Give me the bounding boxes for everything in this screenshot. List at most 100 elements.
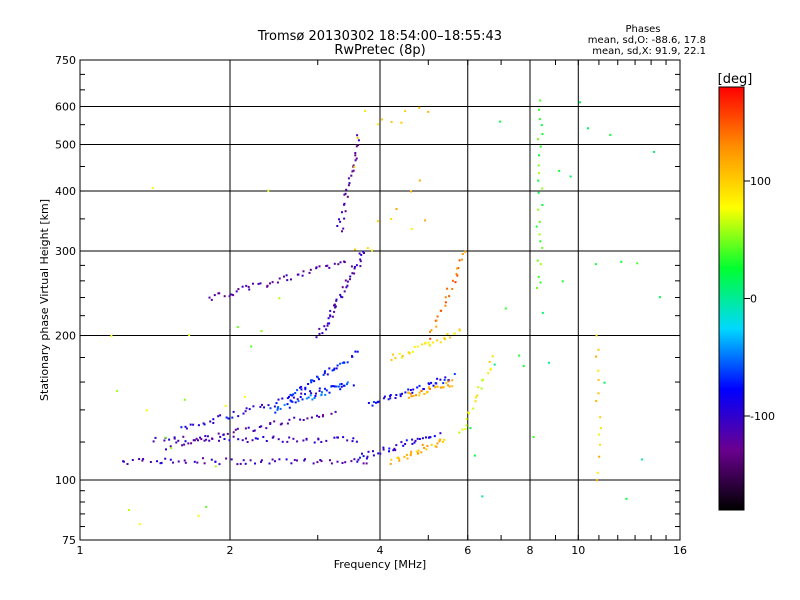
data-point xyxy=(449,336,452,339)
data-point xyxy=(461,428,464,431)
data-point xyxy=(447,380,450,383)
data-point xyxy=(320,441,323,443)
data-point xyxy=(504,307,507,310)
data-point xyxy=(164,457,167,460)
data-point xyxy=(436,442,439,445)
data-point xyxy=(331,315,334,318)
data-point xyxy=(537,164,540,167)
data-point xyxy=(225,416,228,419)
data-point xyxy=(465,424,468,427)
data-point xyxy=(337,263,340,266)
data-point xyxy=(361,452,363,455)
data-point xyxy=(539,263,542,266)
data-point xyxy=(456,274,459,277)
data-point xyxy=(335,385,338,388)
data-point xyxy=(325,265,328,267)
data-point xyxy=(355,157,358,160)
data-point xyxy=(417,449,420,452)
data-point xyxy=(316,461,319,464)
data-point xyxy=(318,332,321,335)
data-point xyxy=(318,415,321,418)
data-point xyxy=(225,457,228,460)
data-point xyxy=(138,458,141,460)
data-point xyxy=(341,361,344,364)
data-point xyxy=(407,388,410,391)
data-point xyxy=(404,391,407,394)
data-point xyxy=(151,186,154,189)
data-point xyxy=(202,422,205,425)
data-point xyxy=(177,460,180,463)
data-point xyxy=(355,264,358,267)
data-point xyxy=(262,436,265,438)
data-point xyxy=(269,282,271,285)
y-tick-label: 200 xyxy=(55,330,76,343)
data-point xyxy=(518,354,521,357)
data-point xyxy=(265,427,268,430)
data-point xyxy=(359,260,362,263)
data-point xyxy=(340,383,343,385)
data-point xyxy=(351,170,354,173)
data-point xyxy=(163,439,166,442)
data-point xyxy=(357,144,360,147)
data-point xyxy=(481,495,484,498)
data-point xyxy=(337,436,339,439)
data-point xyxy=(277,438,280,441)
data-point xyxy=(232,431,235,434)
data-point xyxy=(212,418,215,421)
data-point xyxy=(293,416,296,419)
data-point xyxy=(341,230,343,233)
data-point xyxy=(444,376,447,379)
data-point xyxy=(488,361,491,363)
data-point xyxy=(299,396,302,398)
y-tick-label: 300 xyxy=(55,245,76,258)
data-point xyxy=(344,192,347,195)
data-point xyxy=(354,154,357,157)
data-point xyxy=(414,439,417,442)
data-point xyxy=(376,123,379,126)
data-point xyxy=(222,433,225,436)
data-point xyxy=(537,191,540,194)
data-point xyxy=(328,367,331,370)
data-point xyxy=(409,454,412,457)
data-point xyxy=(241,439,244,442)
data-point xyxy=(388,450,390,453)
chart-title: Tromsø 20130302 18:54:00–18:55:43 xyxy=(257,29,502,44)
data-point xyxy=(306,417,309,420)
data-point xyxy=(181,444,184,447)
data-point xyxy=(412,388,415,391)
data-point xyxy=(224,404,227,407)
data-point xyxy=(364,109,367,112)
data-point xyxy=(421,437,424,440)
data-point xyxy=(394,449,397,452)
data-point xyxy=(404,443,407,445)
data-point xyxy=(321,415,324,418)
data-point xyxy=(260,425,263,428)
data-point xyxy=(285,274,288,277)
data-point xyxy=(409,392,412,395)
data-point xyxy=(273,420,276,423)
data-point xyxy=(536,287,538,289)
data-point xyxy=(183,443,186,446)
data-point xyxy=(293,459,296,461)
y-tick-label: 75 xyxy=(62,534,76,547)
data-point xyxy=(538,154,540,157)
data-point xyxy=(341,286,344,289)
data-point xyxy=(636,262,639,265)
data-point xyxy=(239,462,242,465)
data-point xyxy=(169,458,172,461)
data-point xyxy=(442,382,445,385)
data-point xyxy=(597,369,600,372)
data-point xyxy=(453,332,456,335)
data-point xyxy=(411,350,414,353)
data-point xyxy=(377,220,379,223)
data-point xyxy=(402,444,405,447)
data-point xyxy=(253,429,256,432)
data-point xyxy=(359,258,362,261)
data-point xyxy=(390,359,393,361)
data-point xyxy=(418,179,421,182)
data-point xyxy=(345,188,348,191)
data-point xyxy=(392,353,394,356)
data-point xyxy=(409,389,412,391)
data-point xyxy=(457,267,460,269)
data-point xyxy=(430,381,433,384)
